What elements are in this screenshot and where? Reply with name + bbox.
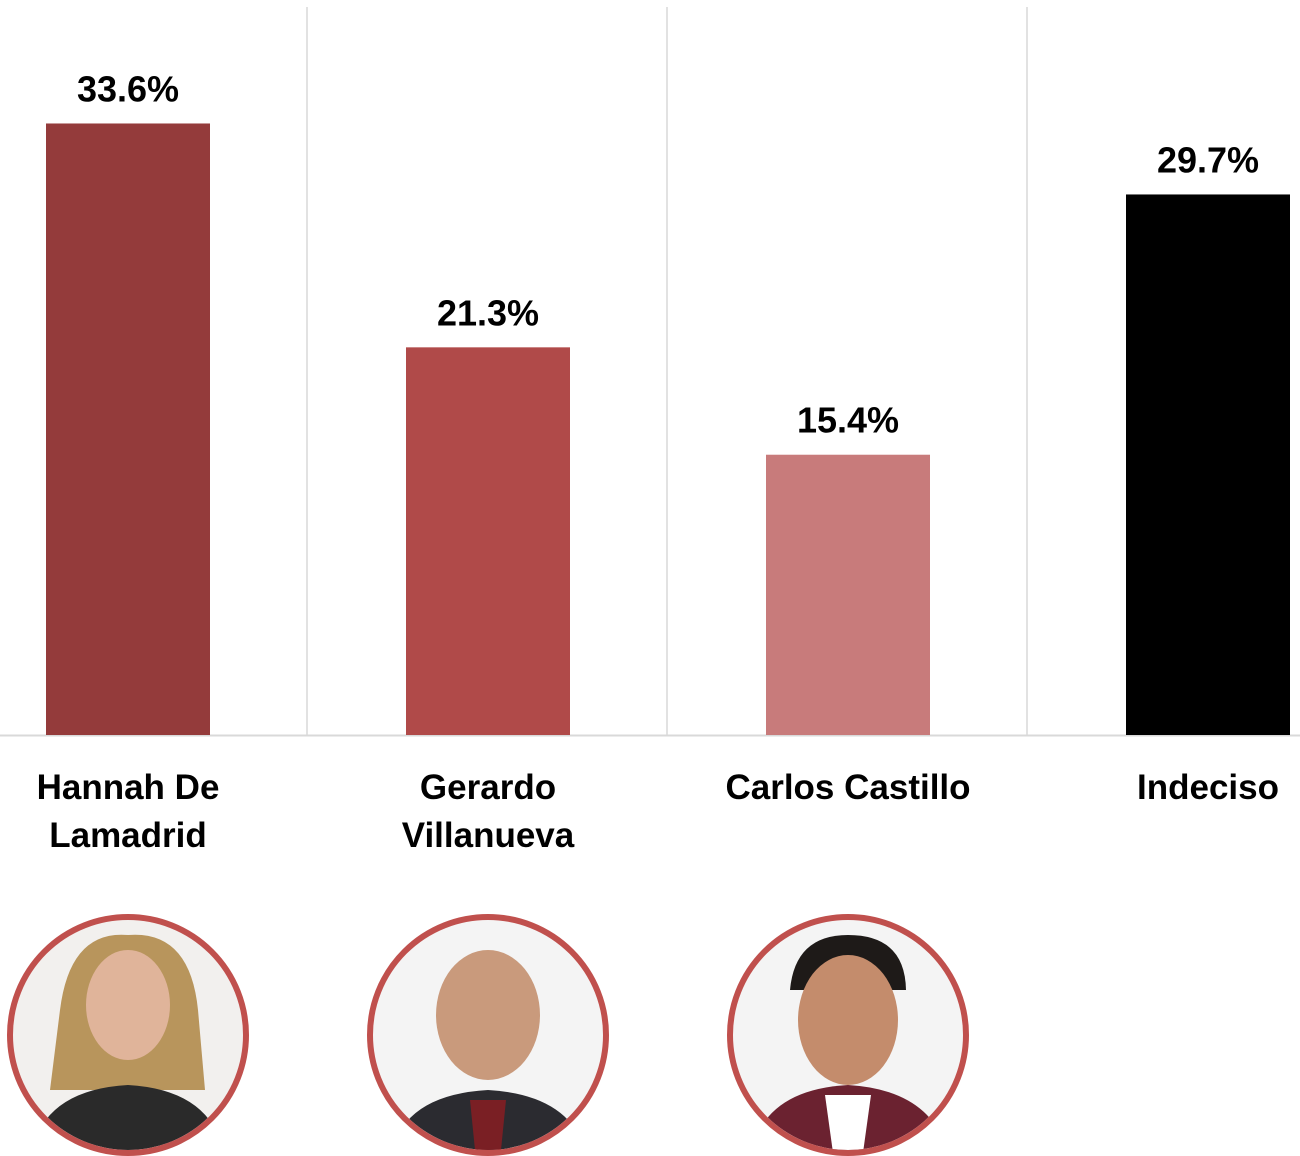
bar (406, 347, 570, 735)
value-label: 33.6% (77, 68, 179, 109)
bar (766, 454, 930, 735)
bar (46, 123, 210, 736)
value-label: 21.3% (437, 292, 539, 333)
photo-frame (727, 914, 969, 1156)
photo (373, 920, 603, 1150)
photo (13, 920, 243, 1150)
value-label: 15.4% (797, 400, 899, 441)
category-label: Gerardo Villanueva (401, 768, 575, 855)
photo-frame (367, 914, 609, 1156)
photo-frame (7, 914, 249, 1156)
bar (1126, 194, 1290, 735)
separators (306, 7, 1028, 735)
category-label: Hannah De Lamadrid (36, 768, 220, 855)
category-label: Carlos Castillo (725, 768, 971, 807)
value-label: 29.7% (1157, 139, 1259, 180)
category-label: Indeciso (1137, 768, 1279, 807)
